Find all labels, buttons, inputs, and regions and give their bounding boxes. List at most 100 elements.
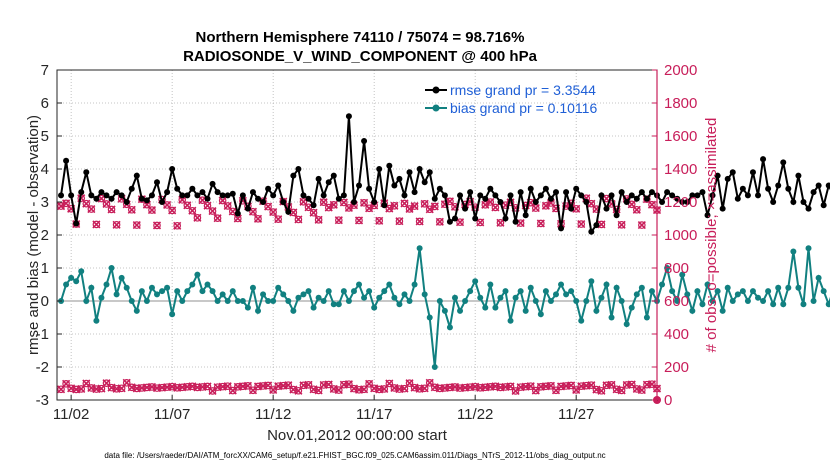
rmse-point xyxy=(330,172,337,179)
obs-day-possible-marker xyxy=(183,201,192,210)
legend: rmse grand pr = 3.3544 bias grand pr = 0… xyxy=(425,82,597,116)
obs-day-assim-marker xyxy=(168,206,177,215)
obs-night-possible-marker xyxy=(319,381,328,389)
obs-day-assim-marker xyxy=(632,205,641,214)
obs-night-possible-marker xyxy=(239,382,247,391)
rmse-point xyxy=(265,185,272,192)
rmse-point xyxy=(810,189,817,196)
bias-point xyxy=(361,294,368,301)
obs-day-assim-marker xyxy=(147,206,157,215)
bias-point xyxy=(593,307,600,314)
obs-day-possible-marker xyxy=(269,208,277,216)
obs-day-possible-marker xyxy=(208,207,217,215)
bias-point xyxy=(154,291,160,298)
obs-day-possible-marker xyxy=(632,205,641,214)
rmse-point xyxy=(734,195,741,202)
obs-day-possible-marker xyxy=(173,221,182,230)
x-axis-label: Nov.01,2012 00:00:00 start xyxy=(267,427,448,444)
bias-point xyxy=(249,284,256,291)
obs-night-possible-marker xyxy=(441,384,449,392)
obs-day-possible-marker xyxy=(319,198,328,206)
obs-day-possible-marker xyxy=(193,214,202,222)
rmse-point xyxy=(628,192,635,199)
rmse-point xyxy=(63,157,70,164)
obs-day-possible-marker xyxy=(436,218,444,226)
rmse-point xyxy=(123,199,130,205)
obs-day-possible-marker xyxy=(223,202,232,210)
legend-marker-bias xyxy=(432,104,440,112)
y2-tick-label: 1400 xyxy=(664,161,697,178)
obs-night-possible-marker xyxy=(405,379,414,387)
bias-point xyxy=(487,281,494,288)
rmse-point xyxy=(446,218,453,225)
rmse-point xyxy=(537,192,544,199)
obs-night-possible-marker xyxy=(496,383,505,392)
y2-tick-label: 400 xyxy=(664,326,689,343)
rmse-point xyxy=(552,189,559,196)
obs-night-possible-marker xyxy=(102,379,111,387)
obs-night-possible-marker xyxy=(117,384,126,393)
rmse-point xyxy=(790,199,797,205)
bias-point xyxy=(598,294,605,301)
rmse-point xyxy=(719,205,726,212)
y-tick-label: 2 xyxy=(41,227,49,244)
rmse-point xyxy=(588,228,595,235)
legend-label-rmse: rmse grand pr = 3.3544 xyxy=(450,82,596,98)
obs-day-possible-marker xyxy=(82,199,91,208)
rmse-point xyxy=(335,195,342,202)
rmse-point xyxy=(563,189,570,196)
obs-night-possible-marker xyxy=(552,386,560,395)
obs-day-assim-marker xyxy=(127,205,136,214)
bias-point xyxy=(174,288,181,295)
rmse-point xyxy=(643,195,650,202)
rmse-point xyxy=(679,199,686,205)
legend-label-bias: bias grand pr = 0.10116 xyxy=(450,100,597,116)
obs-night-possible-marker xyxy=(228,386,237,395)
y2-tick-label: 600 xyxy=(664,293,689,310)
bias-point xyxy=(265,298,272,304)
bias-point xyxy=(573,298,580,304)
rmse-point xyxy=(462,205,469,212)
obs-night-possible-marker xyxy=(481,383,490,392)
rmse-point xyxy=(765,185,772,192)
rmse-point xyxy=(285,208,292,215)
rmse-point xyxy=(280,199,287,205)
bias-point xyxy=(633,291,640,298)
bias-point xyxy=(603,281,610,288)
obs-night-possible-marker xyxy=(153,384,161,392)
rmse-point xyxy=(199,189,206,196)
bias-point xyxy=(810,298,817,304)
bias-point xyxy=(73,278,80,285)
obs-day-assim-marker xyxy=(617,220,626,229)
bias-point xyxy=(820,288,827,295)
right-axis: 0 200 400 600 800 1000 1200 1400 1600 1800 2000 xyxy=(652,62,697,409)
obs-day-assim-marker xyxy=(294,215,303,224)
rmse-point xyxy=(684,199,691,205)
rmse-point xyxy=(320,192,327,199)
rmse-point xyxy=(381,202,388,209)
obs-day-possible-marker xyxy=(476,218,485,227)
y-tick-label: 3 xyxy=(41,194,49,211)
rmse-point xyxy=(578,192,585,199)
rmse-point xyxy=(391,182,398,189)
y-tick-label: -3 xyxy=(36,392,49,409)
bias-point xyxy=(679,271,686,278)
rmse-point xyxy=(386,162,393,169)
obs-night-possible-marker xyxy=(622,381,631,389)
obs-day-possible-marker xyxy=(274,215,283,223)
obs-night-possible-marker xyxy=(375,385,384,394)
rmse-point xyxy=(83,169,90,176)
obs-night-possible-marker xyxy=(395,385,404,393)
bias-point xyxy=(588,278,595,285)
obs-day-assim-marker xyxy=(395,217,404,226)
obs-day-assim-marker xyxy=(253,214,263,223)
obs-night-possible-marker xyxy=(461,383,469,392)
rmse-point xyxy=(209,180,216,187)
x-tick-label: 11/22 xyxy=(457,406,493,423)
obs-night-possible-marker xyxy=(193,383,202,392)
rmse-point xyxy=(613,212,620,219)
obs-night-possible-marker xyxy=(132,384,141,393)
bias-point xyxy=(648,288,655,295)
y2-tick-label: 0 xyxy=(664,392,672,409)
obs-day-assim-marker xyxy=(410,202,419,211)
